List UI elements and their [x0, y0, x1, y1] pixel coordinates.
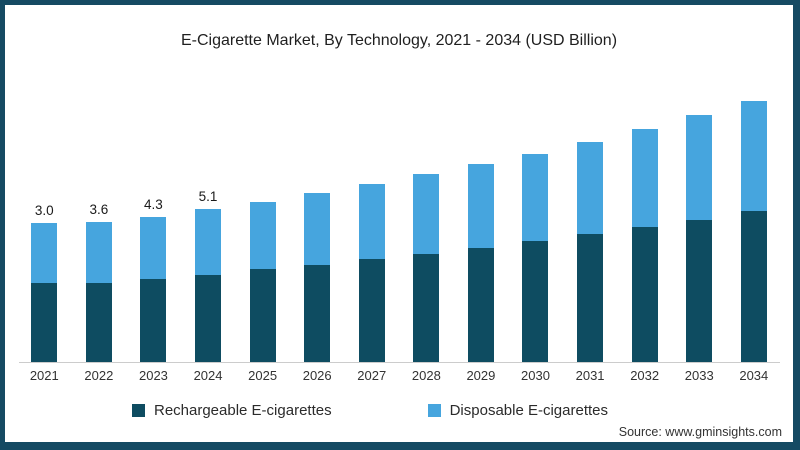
bar-column-2023: 4.3: [126, 5, 181, 362]
rechargeable-segment: [413, 254, 440, 362]
stacked-bar: [413, 174, 440, 362]
x-axis-label: 2029: [466, 368, 496, 383]
bar-total-label: 5.1: [198, 188, 218, 204]
bars-group: 3.0 3.6 4.3 5.1: [17, 5, 781, 362]
disposable-segment: [522, 154, 549, 241]
x-axis-label: 2028: [411, 368, 441, 383]
bar-column-2024: 5.1: [181, 5, 236, 362]
bar-column-2027: [344, 5, 399, 362]
x-axis-label: 2022: [84, 368, 114, 383]
x-axis-line: [19, 362, 780, 363]
rechargeable-segment: [195, 275, 222, 362]
bar-total-label: 4.3: [144, 196, 163, 212]
legend-swatch-disposable-icon: [427, 404, 441, 417]
bar-column-2031: [563, 5, 618, 362]
rechargeable-segment: [358, 259, 385, 362]
disposable-segment: [740, 101, 767, 211]
stacked-bar: [195, 209, 222, 362]
rechargeable-segment: [686, 220, 713, 362]
x-axis-label: 2032: [630, 368, 660, 383]
chart-title: E-Cigarette Market, By Technology, 2021 …: [180, 32, 618, 49]
stacked-bar: [249, 202, 276, 362]
bar-column-2026: [290, 5, 345, 362]
bar-column-2032: [617, 5, 672, 362]
disposable-segment: [85, 222, 112, 283]
rechargeable-segment: [85, 283, 112, 362]
rechargeable-segment: [740, 211, 767, 362]
stacked-bar: [740, 101, 767, 362]
legend: Rechargeable E-cigarettes Disposable E-c…: [5, 402, 735, 419]
rechargeable-segment: [31, 283, 58, 362]
stacked-bar: [686, 115, 713, 362]
bar-column-2029: [454, 5, 509, 362]
rechargeable-segment: [577, 234, 604, 362]
stacked-bar: [522, 154, 549, 362]
x-axis-label: 2034: [739, 368, 769, 383]
x-axis-label: 2031: [575, 368, 605, 383]
disposable-segment: [195, 209, 222, 275]
x-axis-label: 2023: [138, 368, 168, 383]
stacked-bar: [467, 164, 494, 362]
bar-column-2034: [727, 5, 782, 362]
disposable-segment: [358, 184, 385, 259]
legend-swatch-rechargeable-icon: [131, 404, 145, 417]
bar-column-2025: [235, 5, 290, 362]
plot-area: 3.0 3.6 4.3 5.1: [17, 5, 781, 362]
legend-item-rechargeable: Rechargeable E-cigarettes: [131, 402, 332, 419]
x-axis-label: 2033: [684, 368, 714, 383]
rechargeable-segment: [631, 227, 658, 362]
disposable-segment: [467, 164, 494, 248]
rechargeable-segment: [522, 241, 549, 362]
disposable-segment: [140, 217, 167, 279]
x-axis-label: 2026: [302, 368, 332, 383]
stacked-bar: [577, 142, 604, 362]
stacked-bar: [358, 184, 385, 362]
disposable-segment: [631, 129, 658, 227]
rechargeable-segment: [140, 279, 167, 362]
disposable-segment: [413, 174, 440, 254]
bar-total-label: 3.0: [34, 202, 54, 218]
source-text: Source: www.gminsights.com: [618, 425, 782, 439]
bar-total-label: 3.6: [89, 201, 109, 217]
disposable-segment: [249, 202, 276, 269]
bar-column-2033: [672, 5, 727, 362]
x-axis-label: 2021: [29, 368, 59, 383]
rechargeable-segment: [249, 269, 276, 362]
x-axis-label: 2024: [193, 368, 223, 383]
x-axis-labels: 2021 2022 2023 2024 2025 2026 2027 2028 2029 2030…: [17, 368, 781, 383]
stacked-bar: [140, 217, 167, 362]
legend-label-disposable: Disposable E-cigarettes: [449, 402, 609, 419]
disposable-segment: [31, 223, 58, 283]
x-axis-label: 2030: [521, 368, 550, 383]
x-axis-label: 2027: [357, 368, 387, 383]
bar-column-2030: [508, 5, 563, 362]
disposable-segment: [577, 142, 604, 234]
bar-column-2021: 3.0: [17, 5, 72, 362]
stacked-bar: [631, 129, 658, 362]
x-axis-label: 2025: [248, 368, 278, 383]
rechargeable-segment: [467, 248, 494, 362]
bar-column-2028: [399, 5, 454, 362]
rechargeable-segment: [304, 265, 331, 362]
legend-label-rechargeable: Rechargeable E-cigarettes: [153, 402, 332, 419]
stacked-bar: [304, 193, 331, 362]
disposable-segment: [686, 115, 713, 220]
bar-column-2022: 3.6: [72, 5, 127, 362]
stacked-bar: [31, 223, 58, 362]
disposable-segment: [304, 193, 331, 265]
stacked-bar: [85, 222, 112, 362]
legend-item-disposable: Disposable E-cigarettes: [427, 402, 609, 419]
